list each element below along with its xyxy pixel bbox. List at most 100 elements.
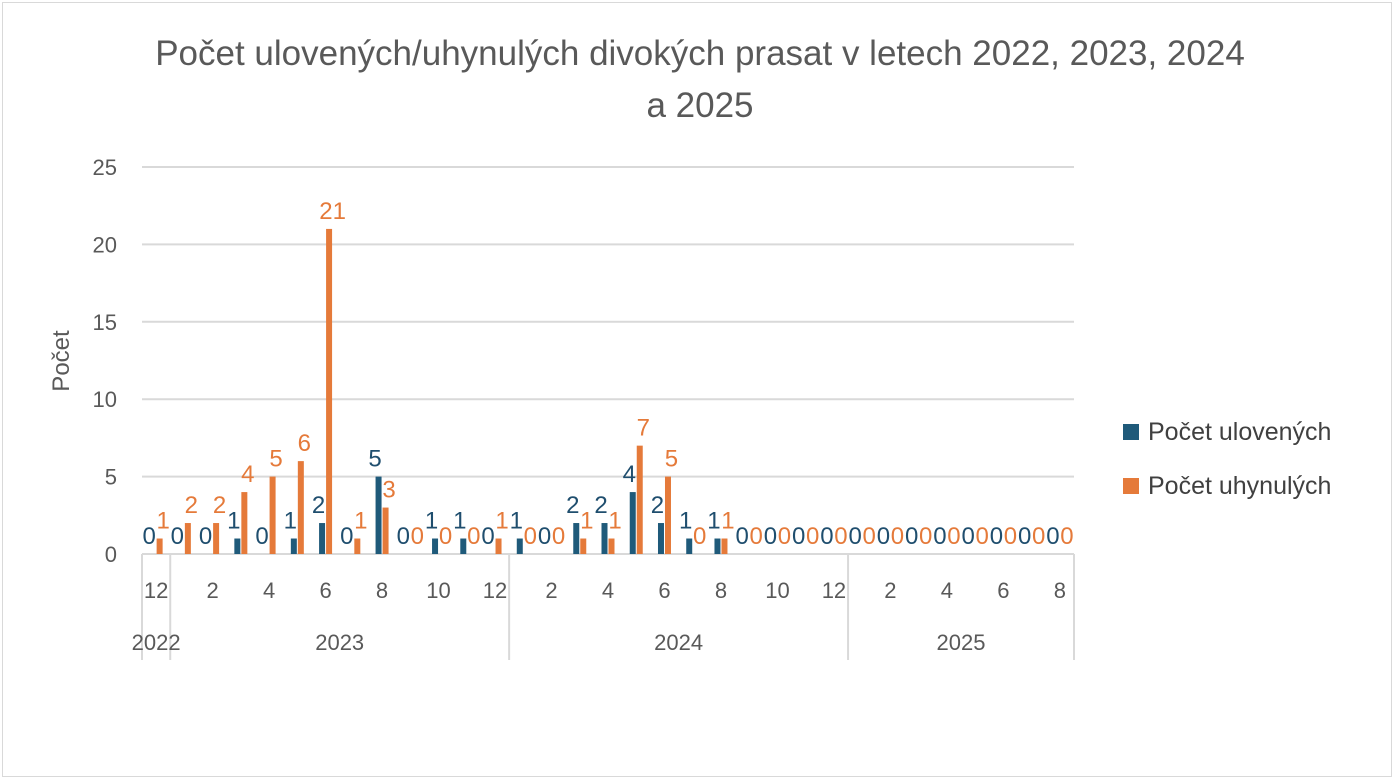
bar-uloven	[573, 523, 580, 554]
bar-uhynul	[721, 538, 728, 554]
data-label-uhynul: 0	[919, 523, 932, 550]
data-label-uhynul: 5	[269, 446, 282, 473]
bar-uloven	[601, 523, 608, 554]
data-label-uhynul: 5	[665, 446, 678, 473]
bar-uhynul	[156, 538, 163, 554]
bar-uhynul	[297, 461, 304, 554]
bar-uloven	[290, 538, 297, 554]
data-label-uhynul: 0	[552, 523, 565, 550]
bar-uhynul	[664, 476, 671, 554]
y-tick-label: 0	[105, 542, 117, 567]
x-tick-label: 4	[602, 578, 614, 603]
bar-uloven	[714, 538, 721, 554]
data-label-uhynul: 0	[891, 523, 904, 550]
bar-uloven	[319, 523, 326, 554]
x-tick-label: 4	[263, 578, 275, 603]
data-label-uhynul: 0	[863, 523, 876, 550]
year-label: 2023	[315, 630, 364, 655]
data-label-uhynul: 0	[524, 523, 537, 550]
legend-label-uloven: Počet ulovených	[1148, 417, 1332, 446]
bar-uhynul	[326, 228, 333, 555]
x-tick-label: 2	[206, 578, 218, 603]
data-label-uhynul: 7	[637, 415, 650, 442]
year-label: 2025	[937, 630, 986, 655]
data-label-uloven: 0	[933, 523, 946, 550]
x-tick-label: 2	[884, 578, 896, 603]
data-label-uhynul: 1	[580, 508, 593, 535]
data-label-uloven: 2	[566, 492, 579, 519]
y-tick-label: 5	[105, 465, 117, 490]
data-label-uhynul: 0	[1032, 523, 1045, 550]
data-label-uloven: 0	[820, 523, 833, 550]
data-label-uloven: 0	[961, 523, 974, 550]
legend-swatch-uloven	[1123, 424, 1139, 440]
data-label-uhynul: 0	[1060, 523, 1073, 550]
data-label-uloven: 2	[594, 492, 607, 519]
data-label-uloven: 0	[340, 523, 353, 550]
x-tick-label: 6	[658, 578, 670, 603]
data-label-uloven: 0	[764, 523, 777, 550]
x-tick-label: 12	[144, 578, 168, 603]
data-label-uloven: 0	[171, 523, 184, 550]
data-label-uloven: 1	[284, 508, 297, 535]
data-label-uloven: 1	[510, 508, 523, 535]
bar-uloven	[629, 492, 636, 554]
data-label-uloven: 4	[623, 461, 636, 488]
data-label-uloven: 1	[227, 508, 240, 535]
bar-uhynul	[354, 538, 361, 554]
bar-uhynul	[382, 507, 389, 554]
chart-title: Počet ulovených/uhynulých divokých prasa…	[155, 34, 1245, 125]
y-axis-label: Počet	[48, 330, 75, 392]
data-label-uloven: 0	[1046, 523, 1059, 550]
x-tick-label: 6	[319, 578, 331, 603]
x-tick-label: 12	[822, 578, 846, 603]
x-tick-label: 10	[765, 578, 789, 603]
bar-uloven	[686, 538, 693, 554]
data-label-uloven: 0	[877, 523, 890, 550]
y-tick-label: 15	[93, 310, 117, 335]
data-label-uhynul: 1	[156, 508, 169, 535]
data-label-uhynul: 1	[721, 508, 734, 535]
data-label-uhynul: 0	[947, 523, 960, 550]
x-tick-label: 8	[376, 578, 388, 603]
data-label-uhynul: 0	[834, 523, 847, 550]
legend-item-uloven: Počet ulovených	[1123, 405, 1331, 459]
data-label-uhynul: 1	[495, 508, 508, 535]
y-tick-label: 10	[93, 387, 117, 412]
data-label-uloven: 2	[651, 492, 664, 519]
legend-item-uhynul: Počet uhynulých	[1123, 459, 1331, 513]
data-label-uloven: 1	[453, 508, 466, 535]
data-label-uhynul: 0	[750, 523, 763, 550]
year-label: 2022	[132, 630, 181, 655]
data-label-uhynul: 0	[806, 523, 819, 550]
bar-uhynul	[184, 523, 191, 554]
data-label-uhynul: 6	[298, 430, 311, 457]
bar-uloven	[375, 476, 382, 554]
data-label-uloven: 5	[368, 446, 381, 473]
x-tick-label: 4	[941, 578, 953, 603]
bar-uhynul	[495, 538, 502, 554]
bar-uhynul	[636, 445, 643, 554]
bar-uloven	[657, 523, 664, 554]
data-label-uhynul: 4	[241, 461, 254, 488]
data-label-uhynul: 2	[213, 492, 226, 519]
data-label-uloven: 0	[199, 523, 212, 550]
bar-uhynul	[269, 476, 276, 554]
y-tick-label: 20	[93, 232, 117, 257]
legend: Počet ulovených Počet uhynulých	[1123, 405, 1331, 513]
x-tick-label: 12	[483, 578, 507, 603]
bar-uhynul	[241, 492, 248, 554]
data-label-uhynul: 0	[467, 523, 480, 550]
legend-label-uhynul: Počet uhynulých	[1148, 471, 1332, 500]
data-label-uloven: 1	[679, 508, 692, 535]
y-tick-label: 25	[93, 155, 117, 180]
data-label-uhynul: 3	[382, 477, 395, 504]
bar-uhynul	[608, 538, 615, 554]
bar-uloven	[234, 538, 241, 554]
bar-uloven	[516, 538, 523, 554]
data-label-uhynul: 1	[608, 508, 621, 535]
data-label-uhynul: 0	[975, 523, 988, 550]
data-label-uhynul: 0	[411, 523, 424, 550]
data-label-uloven: 0	[990, 523, 1003, 550]
data-label-uloven: 1	[707, 508, 720, 535]
